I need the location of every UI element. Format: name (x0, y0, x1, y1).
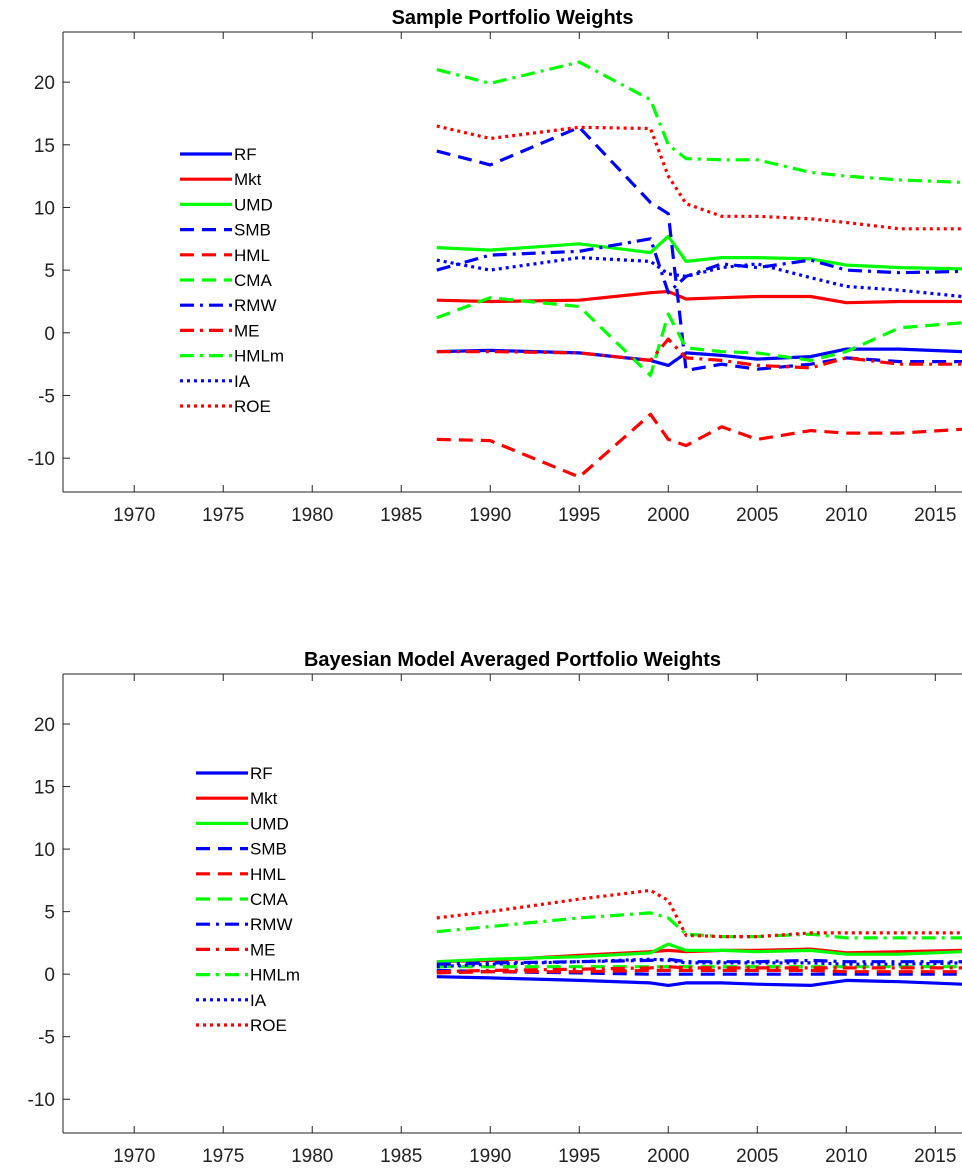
x-tick-label: 1985 (380, 1146, 422, 1167)
series-line-roe (436, 888, 962, 939)
y-tick-label: 10 (34, 198, 55, 219)
legend-label-umd: UMD (234, 195, 273, 214)
series-line-hml (436, 412, 962, 479)
series-line-umd (436, 234, 962, 271)
x-tick-label: 1995 (558, 1146, 600, 1167)
legend-label-mkt: Mkt (250, 789, 278, 808)
series-line-hml (436, 968, 962, 975)
legend-label-hml: HML (234, 246, 270, 265)
x-tick-label: 1980 (291, 1146, 333, 1167)
x-tick-label: 1995 (558, 505, 600, 526)
x-tick-label: 2000 (647, 1146, 689, 1167)
x-tick-label: 1975 (202, 1146, 244, 1167)
y-tick-label: 20 (34, 715, 55, 736)
legend-label-rf: RF (250, 764, 273, 783)
legend-label-hmlm: HMLm (234, 347, 284, 366)
x-tick-label: 2010 (825, 505, 867, 526)
y-tick-label: -5 (38, 1028, 55, 1049)
y-tick-label: 10 (34, 840, 55, 861)
series-line-me (436, 965, 962, 974)
y-tick-label: 20 (34, 73, 55, 94)
series-line-ia (436, 957, 962, 969)
series-line-smb (436, 968, 962, 976)
y-tick-label: 5 (44, 903, 55, 924)
legend-label-ia: IA (250, 991, 267, 1010)
chart-title: Sample Portfolio Weights (392, 7, 634, 29)
chart-title: Bayesian Model Averaged Portfolio Weight… (304, 649, 721, 671)
legend-label-smb: SMB (234, 221, 271, 240)
series-line-ia (436, 256, 962, 299)
x-tick-label: 1980 (291, 505, 333, 526)
legend-label-cma: CMA (250, 890, 288, 909)
x-tick-label: 2015 (914, 1146, 956, 1167)
y-tick-label: -5 (38, 386, 55, 407)
sample-weights-panel: Sample Portfolio Weights -10 -5 0 5 10 15 20 197… (28, 7, 962, 526)
y-tick-label: 15 (34, 136, 55, 157)
y-tick-label: 5 (44, 261, 55, 282)
legend-label-roe: ROE (234, 397, 271, 416)
legend-label-roe: ROE (250, 1016, 287, 1035)
series-line-rf (436, 975, 962, 988)
x-tick-label: 2005 (736, 505, 778, 526)
series-line-cma (436, 296, 962, 377)
legend-label-mkt: Mkt (234, 170, 262, 189)
legend-label-rmw: RMW (250, 915, 292, 934)
legend-label-rmw: RMW (234, 296, 276, 315)
x-tick-label: 1970 (113, 505, 155, 526)
x-tick-label: 1975 (202, 505, 244, 526)
y-tick-label: -10 (28, 449, 55, 470)
legend-label-smb: SMB (250, 840, 287, 859)
legend-label-cma: CMA (234, 271, 272, 290)
legend-label-ia: IA (234, 372, 251, 391)
x-tick-label: 2015 (914, 505, 956, 526)
y-tick-label: 15 (34, 778, 55, 799)
legend-label-me: ME (234, 321, 260, 340)
legend-label-hmlm: HMLm (250, 966, 300, 985)
series-line-me (436, 337, 962, 370)
series-line-roe (436, 124, 962, 231)
series-line-umd (436, 942, 962, 964)
legend-label-rf: RF (234, 145, 257, 164)
x-tick-label: 1990 (469, 1146, 511, 1167)
x-tick-label: 1970 (113, 1146, 155, 1167)
series-line-rmw (436, 237, 962, 295)
x-tick-label: 2000 (647, 505, 689, 526)
legend-label-hml: HML (250, 865, 286, 884)
y-tick-label: 0 (44, 324, 55, 345)
y-tick-label: -10 (28, 1090, 55, 1111)
series-line-mkt (436, 289, 962, 305)
x-tick-label: 2005 (736, 1146, 778, 1167)
series-line-hmlm (436, 911, 962, 940)
y-tick-label: 0 (44, 965, 55, 986)
series-line-hmlm (436, 60, 962, 184)
legend-label-me: ME (250, 940, 276, 959)
bma-weights-panel: Bayesian Model Averaged Portfolio Weight… (28, 649, 962, 1167)
x-tick-label: 2010 (825, 1146, 867, 1167)
legend-label-umd: UMD (250, 814, 289, 833)
x-tick-label: 1985 (380, 505, 422, 526)
x-tick-label: 1990 (469, 505, 511, 526)
